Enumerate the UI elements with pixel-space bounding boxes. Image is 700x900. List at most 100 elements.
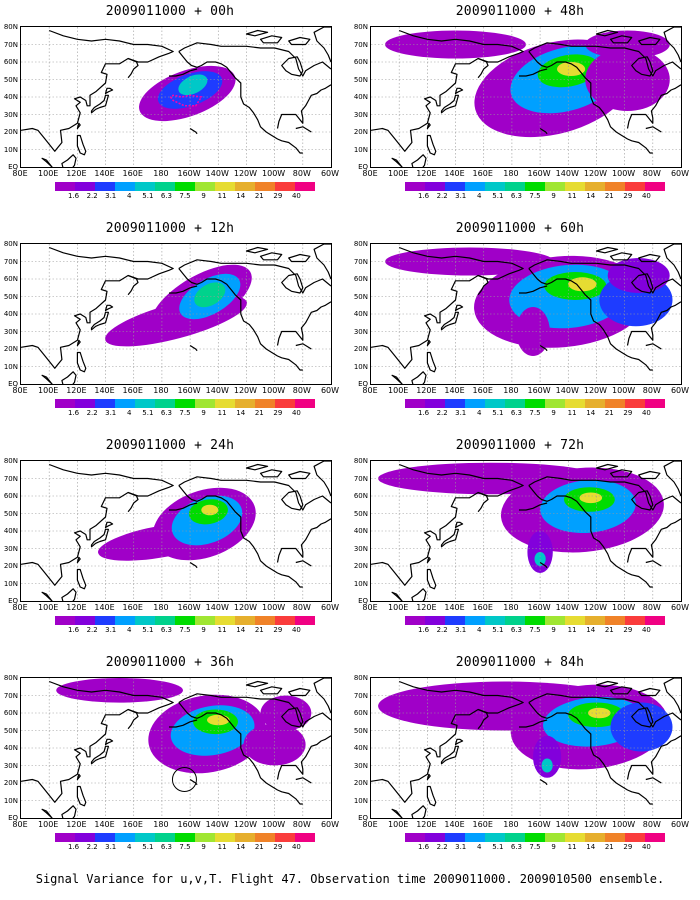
panel-title: 2009011000 + 00h bbox=[105, 4, 235, 19]
colorbar-tick-label: 11 bbox=[567, 843, 577, 851]
coastline bbox=[528, 693, 681, 728]
colorbar-swatch bbox=[405, 399, 425, 408]
variance-contour-level-1 bbox=[533, 735, 562, 778]
colorbar-tick-label: 40 bbox=[291, 626, 301, 634]
colorbar-tick-label: 14 bbox=[586, 192, 596, 200]
lat-tick-label: 80N bbox=[3, 457, 18, 465]
lon-tick-label: 160W bbox=[527, 386, 551, 395]
colorbar-tick-label: 21 bbox=[604, 409, 614, 417]
lon-tick-label: 140E bbox=[444, 603, 465, 612]
lon-tick-label: 140W bbox=[205, 386, 229, 395]
colorbar bbox=[405, 833, 665, 842]
colorbar bbox=[405, 182, 665, 191]
colorbar-swatch bbox=[625, 833, 645, 842]
coastline bbox=[426, 351, 437, 373]
colorbar-swatch bbox=[565, 399, 585, 408]
colorbar-swatch bbox=[425, 182, 445, 191]
colorbar-tick-label: 3.1 bbox=[455, 192, 467, 200]
colorbar-swatch bbox=[295, 399, 315, 408]
panel-title: 2009011000 + 36h bbox=[105, 655, 235, 670]
coastline bbox=[371, 680, 524, 803]
lon-tick-label: 80W bbox=[292, 820, 311, 829]
map-area bbox=[370, 26, 682, 168]
colorbar-swatch bbox=[565, 833, 585, 842]
flight-track bbox=[169, 94, 203, 107]
map-area bbox=[370, 460, 682, 602]
lon-tick-label: 180 bbox=[503, 169, 519, 178]
coastline bbox=[440, 745, 459, 765]
variance-map bbox=[21, 244, 331, 384]
coastline bbox=[477, 708, 489, 730]
colorbar-tick-label: 5.1 bbox=[492, 843, 504, 851]
map-area bbox=[370, 677, 682, 819]
colorbar-tick-label: 21 bbox=[254, 409, 264, 417]
variance-map bbox=[21, 27, 331, 167]
colorbar-tick-label: 4 bbox=[477, 843, 482, 851]
colorbar-swatch bbox=[215, 616, 235, 625]
lon-tick-label: 140E bbox=[94, 386, 115, 395]
coastline bbox=[189, 561, 198, 569]
coastline bbox=[426, 122, 431, 130]
colorbar-tick-label: 1.6 bbox=[67, 192, 80, 200]
lat-tick-label: 20N bbox=[353, 779, 368, 787]
coastline bbox=[391, 157, 403, 167]
colorbar-swatch bbox=[115, 182, 135, 191]
colorbar-swatch bbox=[645, 399, 665, 408]
lon-tick-label: 140E bbox=[94, 820, 115, 829]
lon-tick-label: 140W bbox=[205, 820, 229, 829]
coastline bbox=[426, 785, 437, 807]
colorbar-tick-label: 5.1 bbox=[142, 192, 154, 200]
coastline bbox=[245, 463, 269, 471]
colorbar-tick-label: 2.2 bbox=[436, 409, 448, 417]
coastline bbox=[178, 476, 331, 511]
coastline bbox=[169, 285, 198, 294]
lat-tick-label: 60N bbox=[3, 58, 18, 66]
colorbar-labels: 1.6 2.2 3.1 4 5.1 6.3 7.5 9 11 14 21 29 40 bbox=[55, 192, 315, 201]
lat-tick-label: 40N bbox=[353, 93, 368, 101]
colorbar-swatch bbox=[55, 399, 75, 408]
colorbar-tick-label: 4 bbox=[127, 843, 132, 851]
colorbar-swatch bbox=[645, 833, 665, 842]
lat-tick-label: 60N bbox=[353, 709, 368, 717]
lat-tick-label: 70N bbox=[3, 257, 18, 266]
colorbar-swatch bbox=[55, 833, 75, 842]
coastline bbox=[454, 304, 464, 312]
lon-tick-label: 80W bbox=[292, 169, 311, 178]
colorbar bbox=[55, 399, 315, 408]
lat-tick-label: 30N bbox=[3, 761, 18, 770]
coastline bbox=[76, 122, 81, 130]
colorbar-tick-label: 40 bbox=[291, 192, 301, 200]
coastline bbox=[477, 274, 489, 296]
colorbar-swatch bbox=[585, 182, 605, 191]
lon-tick-label: 140W bbox=[205, 603, 229, 612]
lat-tick-label: EQ bbox=[8, 814, 18, 822]
panel-title: 2009011000 + 84h bbox=[455, 655, 585, 670]
colorbar-labels: 1.6 2.2 3.1 4 5.1 6.3 7.5 9 11 14 21 29 40 bbox=[55, 626, 315, 635]
coastline bbox=[313, 244, 331, 280]
panel-48h: 2009011000 + 48h 80N 70N 60N 50N 40N 30N 20N 10N… bbox=[350, 0, 690, 215]
lat-tick-label: 50N bbox=[3, 509, 18, 518]
coastline bbox=[638, 253, 661, 263]
colorbar-swatch bbox=[275, 399, 295, 408]
colorbar-labels: 1.6 2.2 3.1 4 5.1 6.3 7.5 9 11 14 21 29 40 bbox=[405, 626, 665, 635]
coastline bbox=[21, 29, 174, 152]
colorbar-tick-label: 4 bbox=[127, 409, 132, 417]
lat-tick-label: 20N bbox=[353, 562, 368, 570]
colorbar-tick-label: 40 bbox=[641, 192, 651, 200]
colorbar-tick-label: 6.3 bbox=[160, 626, 172, 634]
coastline bbox=[178, 42, 331, 77]
lat-tick-label: 50N bbox=[353, 726, 368, 735]
lon-tick-label: 80E bbox=[12, 820, 28, 829]
variance-contour-level-8 bbox=[557, 62, 586, 76]
colorbar-tick-label: 29 bbox=[623, 843, 633, 851]
coastline bbox=[595, 680, 619, 688]
variance-contour-level-8 bbox=[201, 504, 219, 516]
colorbar-tick-label: 1.6 bbox=[67, 409, 80, 417]
coastline bbox=[104, 521, 114, 529]
colorbar-tick-label: 1.6 bbox=[417, 843, 430, 851]
lon-tick-label: 120E bbox=[66, 386, 87, 395]
colorbar-tick-label: 40 bbox=[291, 409, 301, 417]
coastline bbox=[276, 735, 331, 780]
coastline bbox=[631, 273, 654, 294]
colorbar-swatch bbox=[55, 616, 75, 625]
